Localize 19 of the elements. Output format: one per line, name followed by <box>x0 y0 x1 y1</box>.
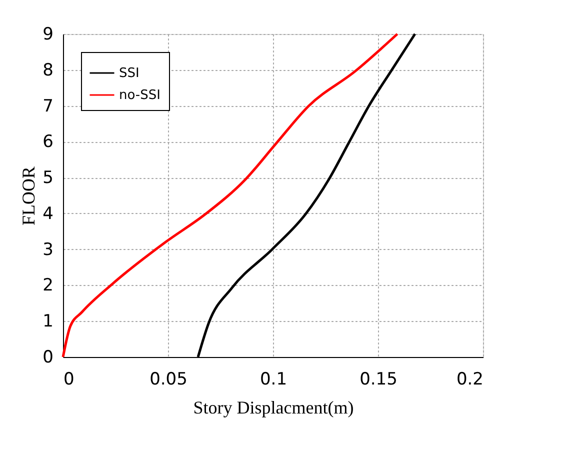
x-tick-label: 0 <box>64 370 74 390</box>
y-tick-label: 4 <box>42 204 54 224</box>
legend-label: no-SSI <box>119 88 160 103</box>
x-tick-label: 0.1 <box>260 370 288 390</box>
y-tick-label: 3 <box>42 240 54 260</box>
y-tick-label: 1 <box>42 312 54 332</box>
x-axis-title: Story Displacment(m) <box>193 398 354 418</box>
x-tick-label: 0.05 <box>150 370 188 390</box>
x-tick-label: 0.15 <box>360 370 398 390</box>
y-tick-label: 0 <box>42 348 54 368</box>
y-tick-label: 6 <box>42 132 54 152</box>
y-tick-label: 9 <box>42 24 54 44</box>
x-tick-label: 0.2 <box>456 370 484 390</box>
y-tick-label: 8 <box>42 60 54 80</box>
legend-label: SSI <box>119 66 140 81</box>
y-tick-label: 5 <box>42 168 54 188</box>
y-tick-label: 7 <box>42 96 54 116</box>
y-axis-title: FLOOR <box>18 166 39 226</box>
y-tick-label: 2 <box>42 276 54 296</box>
